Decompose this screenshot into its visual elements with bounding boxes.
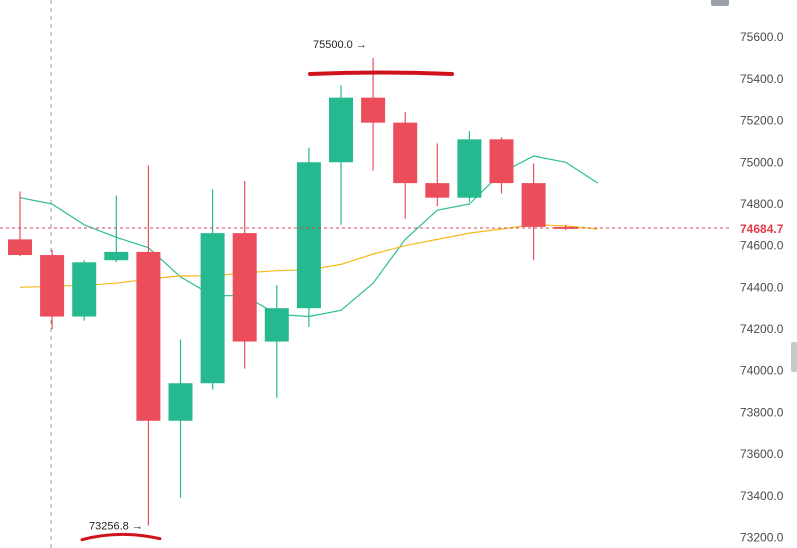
candle (40, 249, 65, 330)
candle-body (72, 262, 97, 317)
candle-body (393, 122, 418, 184)
current-price-badge-bg (729, 217, 797, 238)
candle-body (200, 233, 225, 384)
candle-body (264, 308, 289, 342)
candle (264, 285, 289, 398)
candle (329, 85, 353, 225)
low-markup-stroke (80, 532, 162, 542)
candle-body (40, 255, 65, 317)
current-price-badge: 74684.7 (729, 217, 797, 238)
candle (361, 58, 386, 171)
candle (72, 260, 97, 321)
candle-body (457, 139, 482, 198)
candle (457, 131, 482, 202)
candle (425, 143, 450, 207)
y-tick-label: 73800.0 (740, 405, 784, 419)
y-tick-label: 75200.0 (740, 114, 784, 128)
y-tick-label: 73600.0 (740, 447, 784, 461)
y-tick-label: 74000.0 (740, 364, 784, 378)
current-price-label: 74684.7 (740, 222, 784, 236)
annotations: 75500.0 → 73256.8 → (80, 39, 454, 542)
candle-body (425, 183, 450, 198)
candle-body (361, 97, 386, 123)
candle-body (104, 251, 129, 261)
candle (104, 195, 129, 263)
candle (296, 147, 321, 327)
candle-body (296, 162, 321, 309)
y-tick-label: 74600.0 (740, 239, 784, 253)
low-price-annotation: 73256.8 → (89, 521, 143, 533)
y-axis: 73200.0 73400.0 73600.0 73800.0 74000.0 74200… (729, 30, 797, 545)
high-price-annotation: 75500.0 → (313, 39, 367, 51)
candles (8, 58, 578, 526)
candle-body (136, 251, 161, 421)
candle (200, 189, 225, 390)
chart-controls (711, 0, 797, 372)
candle (8, 191, 32, 257)
y-tick-label: 74200.0 (740, 322, 784, 336)
y-tick-label: 75400.0 (740, 72, 784, 86)
scroll-handle[interactable] (791, 342, 797, 372)
y-tick-label: 75000.0 (740, 155, 784, 169)
y-tick-label: 73200.0 (740, 531, 784, 545)
y-tick-label: 75600.0 (740, 30, 784, 44)
candle (168, 339, 193, 498)
candle-body (8, 239, 32, 256)
high-markup-stroke (308, 70, 454, 77)
candle (232, 181, 257, 369)
candle-body (521, 183, 546, 227)
candle (136, 165, 161, 526)
candle (489, 137, 514, 194)
candle (521, 163, 546, 261)
candle (393, 112, 418, 219)
y-tick-label: 74400.0 (740, 280, 784, 294)
y-tick-label: 73400.0 (740, 489, 784, 503)
candle-body (329, 97, 353, 163)
candle-body (168, 383, 193, 421)
candle-body (489, 139, 514, 184)
chart-settings-button[interactable] (711, 0, 729, 6)
candle-body (232, 233, 257, 342)
y-tick-label: 74800.0 (740, 197, 784, 211)
